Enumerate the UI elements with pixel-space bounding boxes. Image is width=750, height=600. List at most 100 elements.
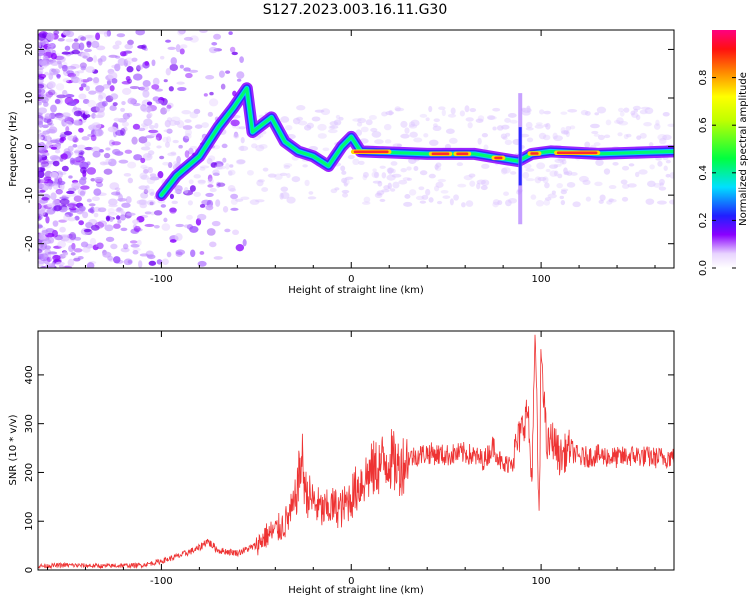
noise-blob bbox=[45, 182, 55, 187]
noise-blob bbox=[85, 85, 90, 92]
noise-blob bbox=[109, 182, 120, 190]
ridge-layer bbox=[159, 86, 674, 197]
noise-blob bbox=[97, 94, 104, 101]
noise-blob bbox=[90, 146, 101, 152]
noise-blob bbox=[116, 33, 126, 38]
halo-blob bbox=[257, 179, 265, 183]
halo-blob bbox=[304, 124, 312, 131]
halo-blob bbox=[465, 200, 474, 207]
halo-blob bbox=[139, 172, 148, 180]
halo-blob bbox=[391, 168, 396, 174]
noise-blob bbox=[59, 226, 66, 233]
x-tick-label: 0 bbox=[348, 274, 354, 285]
noise-blob bbox=[54, 236, 63, 241]
halo-blob bbox=[408, 189, 417, 196]
noise-blob bbox=[77, 144, 86, 150]
halo-blob bbox=[187, 200, 193, 206]
noise-blob bbox=[78, 127, 84, 133]
halo-blob bbox=[362, 171, 369, 178]
halo-blob bbox=[140, 123, 148, 128]
noise-blob bbox=[60, 153, 68, 160]
noise-blob bbox=[159, 155, 165, 160]
noise-blob bbox=[86, 77, 93, 82]
noise-blob bbox=[38, 39, 41, 46]
noise-blob bbox=[185, 72, 193, 79]
halo-blob bbox=[560, 188, 569, 192]
noise-blob bbox=[133, 225, 141, 233]
halo-blob bbox=[536, 162, 546, 170]
noise-blob bbox=[127, 177, 134, 184]
halo-blob bbox=[184, 119, 192, 123]
noise-blob bbox=[100, 221, 106, 227]
noise-blob bbox=[78, 205, 86, 212]
noise-blob bbox=[183, 67, 191, 72]
halo-blob bbox=[403, 201, 413, 207]
halo-blob bbox=[144, 141, 151, 147]
halo-blob bbox=[329, 121, 339, 126]
halo-blob bbox=[216, 165, 226, 170]
halo-blob bbox=[621, 165, 630, 171]
halo-blob bbox=[566, 181, 576, 188]
halo-blob bbox=[659, 178, 665, 186]
noise-blob bbox=[72, 135, 78, 143]
noise-blob bbox=[229, 164, 234, 168]
noise-blob bbox=[47, 43, 55, 48]
noise-blob bbox=[93, 128, 104, 137]
halo-blob bbox=[390, 161, 398, 166]
snr-panel: -100 0 100 0 100 200 300 400 Height of straigh… bbox=[8, 330, 675, 596]
colorbar-tick-label: 0.6 bbox=[698, 117, 709, 133]
noise-blob bbox=[73, 110, 83, 117]
noise-blob bbox=[143, 118, 153, 126]
halo-blob bbox=[140, 164, 148, 169]
noise-blob bbox=[48, 72, 54, 80]
halo-blob bbox=[286, 173, 291, 179]
noise-blob bbox=[130, 243, 140, 248]
halo-blob bbox=[307, 196, 317, 200]
noise-blob bbox=[86, 198, 92, 203]
halo-blob bbox=[432, 125, 442, 132]
noise-blob bbox=[90, 134, 97, 142]
halo-blob bbox=[500, 167, 508, 175]
halo-blob bbox=[322, 147, 330, 152]
noise-blob bbox=[97, 207, 107, 213]
halo-blob bbox=[548, 164, 558, 169]
halo-blob bbox=[166, 117, 172, 123]
noise-blob bbox=[42, 124, 49, 129]
noise-blob bbox=[73, 195, 82, 203]
halo-blob bbox=[207, 178, 214, 185]
halo-blob bbox=[591, 130, 599, 135]
halo-blob bbox=[240, 145, 245, 151]
halo-blob bbox=[618, 120, 629, 126]
halo-blob bbox=[368, 114, 377, 120]
halo-blob bbox=[425, 117, 430, 122]
noise-blob bbox=[143, 189, 149, 195]
noise-blob bbox=[126, 66, 134, 73]
noise-blob bbox=[126, 212, 136, 216]
halo-blob bbox=[557, 173, 563, 179]
noise-blob bbox=[118, 159, 129, 164]
halo-blob bbox=[402, 177, 411, 181]
noise-blob bbox=[144, 223, 155, 227]
noise-blob bbox=[46, 118, 53, 126]
halo-blob bbox=[235, 159, 245, 165]
noise-blob bbox=[140, 192, 149, 199]
noise-blob bbox=[44, 245, 52, 250]
halo-blob bbox=[644, 107, 654, 115]
halo-blob bbox=[433, 123, 438, 128]
halo-blob bbox=[525, 168, 535, 172]
halo-blob bbox=[146, 154, 152, 158]
halo-blob bbox=[201, 122, 210, 128]
noise-blob bbox=[63, 214, 70, 221]
y-tick-label: 0 bbox=[24, 143, 35, 149]
noise-blob bbox=[174, 233, 183, 241]
halo-blob bbox=[329, 125, 339, 129]
halo-blob bbox=[535, 122, 543, 126]
halo-blob bbox=[317, 133, 327, 139]
noise-blob bbox=[38, 170, 45, 179]
halo-blob bbox=[311, 116, 321, 122]
noise-blob bbox=[135, 30, 146, 36]
halo-blob bbox=[394, 107, 405, 112]
noise-blob bbox=[95, 88, 103, 94]
halo-blob bbox=[476, 182, 481, 190]
noise-blob bbox=[109, 85, 115, 92]
